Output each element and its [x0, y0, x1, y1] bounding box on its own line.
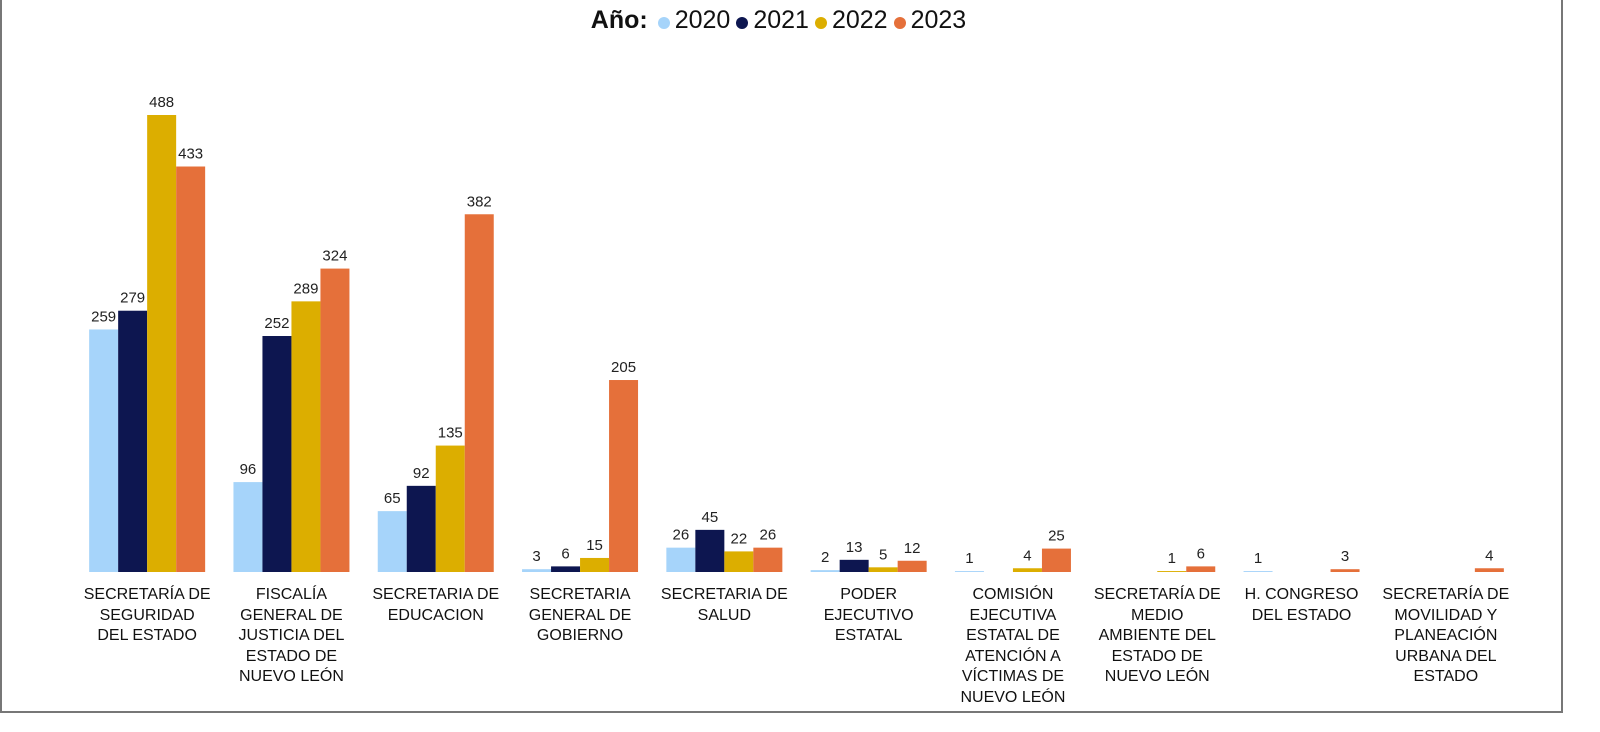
- value-label: 12: [904, 540, 921, 557]
- bar: [176, 166, 206, 572]
- x-tick-label: SECRETARÍA DE MOVILIDAD Y PLANEACIÓN URB…: [1382, 586, 1510, 685]
- legend-item: 2020: [657, 6, 731, 35]
- bar: [1474, 568, 1504, 572]
- x-tick-label: SECRETARÍA DE MEDIO AMBIENTE DEL ESTADO …: [1093, 586, 1221, 685]
- legend-marker: [657, 16, 670, 29]
- frame: [0, 0, 1563, 713]
- value-label: 5: [879, 546, 887, 563]
- bar: [609, 380, 639, 572]
- x-tick-label: SECRETARIA DE EDUCACION: [372, 586, 500, 624]
- bar: [1157, 571, 1187, 572]
- legend: Año: 2020 2021 2022 2023: [0, 6, 1563, 35]
- value-label: 289: [293, 280, 318, 297]
- value-label: 2: [821, 549, 829, 566]
- legend-label: 2020: [674, 6, 731, 34]
- bar: [291, 301, 321, 572]
- bar: [377, 511, 407, 572]
- value-label: 3: [532, 548, 540, 565]
- value-label: 6: [561, 545, 569, 562]
- value-label: 4: [1023, 547, 1031, 564]
- value-label: 1: [1254, 550, 1262, 567]
- bar: [1243, 571, 1273, 572]
- value-label: 135: [438, 425, 463, 442]
- bar: [810, 570, 840, 572]
- x-tick-label: FISCALÍA GENERAL DE JUSTICIA DEL ESTADO …: [238, 586, 345, 685]
- value-label: 488: [149, 94, 174, 111]
- value-label: 22: [731, 530, 748, 547]
- value-label: 15: [586, 537, 603, 554]
- bar: [1012, 568, 1042, 572]
- bar: [868, 567, 898, 572]
- value-label: 13: [846, 539, 863, 556]
- bar: [233, 482, 263, 572]
- x-tick-label: SECRETARIA DE SALUD: [660, 586, 788, 624]
- bar: [753, 547, 783, 572]
- x-tick-label: H. CONGRESO DEL ESTADO: [1244, 586, 1359, 624]
- bar: [522, 569, 552, 572]
- bar: [897, 560, 927, 572]
- bar: [1186, 566, 1216, 572]
- bar: [464, 214, 494, 572]
- legend-label: 2021: [753, 6, 809, 34]
- x-tick-label: PODER EJECUTIVO ESTATAL: [823, 586, 914, 644]
- value-label: 259: [91, 308, 116, 325]
- x-tick-label: SECRETARIA GENERAL DE GOBIERNO: [528, 586, 632, 644]
- value-label: 25: [1048, 528, 1065, 545]
- legend-marker: [814, 16, 827, 29]
- value-label: 45: [702, 509, 719, 526]
- bar: [724, 551, 754, 572]
- value-label: 4: [1485, 547, 1493, 564]
- bar: [1330, 569, 1360, 572]
- bar: [147, 115, 177, 572]
- value-label: 26: [673, 527, 690, 544]
- value-label: 3: [1341, 548, 1349, 565]
- legend-item: 2021: [736, 6, 809, 35]
- value-label: 26: [760, 527, 777, 544]
- value-label: 252: [264, 315, 289, 332]
- value-label: 205: [611, 359, 636, 376]
- value-label: 1: [965, 550, 973, 567]
- value-label: 324: [322, 248, 347, 265]
- bar: [551, 566, 581, 572]
- legend-item: 2023: [893, 6, 967, 35]
- value-label: 1: [1168, 550, 1176, 567]
- bar: [118, 310, 148, 572]
- value-label: 6: [1197, 545, 1205, 562]
- x-tick-label: SECRETARÍA DE SEGURIDAD DEL ESTADO: [83, 586, 211, 644]
- value-label: 65: [384, 490, 401, 507]
- value-label: 92: [413, 465, 430, 482]
- legend-marker: [893, 16, 906, 29]
- legend-marker: [736, 16, 749, 29]
- value-label: 279: [120, 290, 145, 307]
- bar: [406, 485, 436, 572]
- bar: [89, 329, 119, 572]
- legend-item: 2022: [814, 6, 888, 35]
- legend-title: Año:: [590, 6, 648, 34]
- value-label: 96: [240, 461, 257, 478]
- legend-label: 2022: [831, 6, 888, 34]
- bar: [580, 557, 610, 572]
- x-tick-label: COMISIÓN EJECUTIVA ESTATAL DE ATENCIÓN A…: [960, 586, 1066, 706]
- bar: [695, 529, 725, 572]
- bar: [1041, 548, 1071, 572]
- bar: [320, 268, 350, 572]
- legend-label: 2023: [910, 6, 967, 34]
- bar: [435, 445, 465, 572]
- bar: [666, 547, 696, 572]
- bar: [954, 571, 984, 572]
- value-label: 433: [178, 146, 203, 163]
- value-label: 382: [467, 193, 492, 210]
- bar: [839, 559, 869, 572]
- bar: [262, 336, 292, 572]
